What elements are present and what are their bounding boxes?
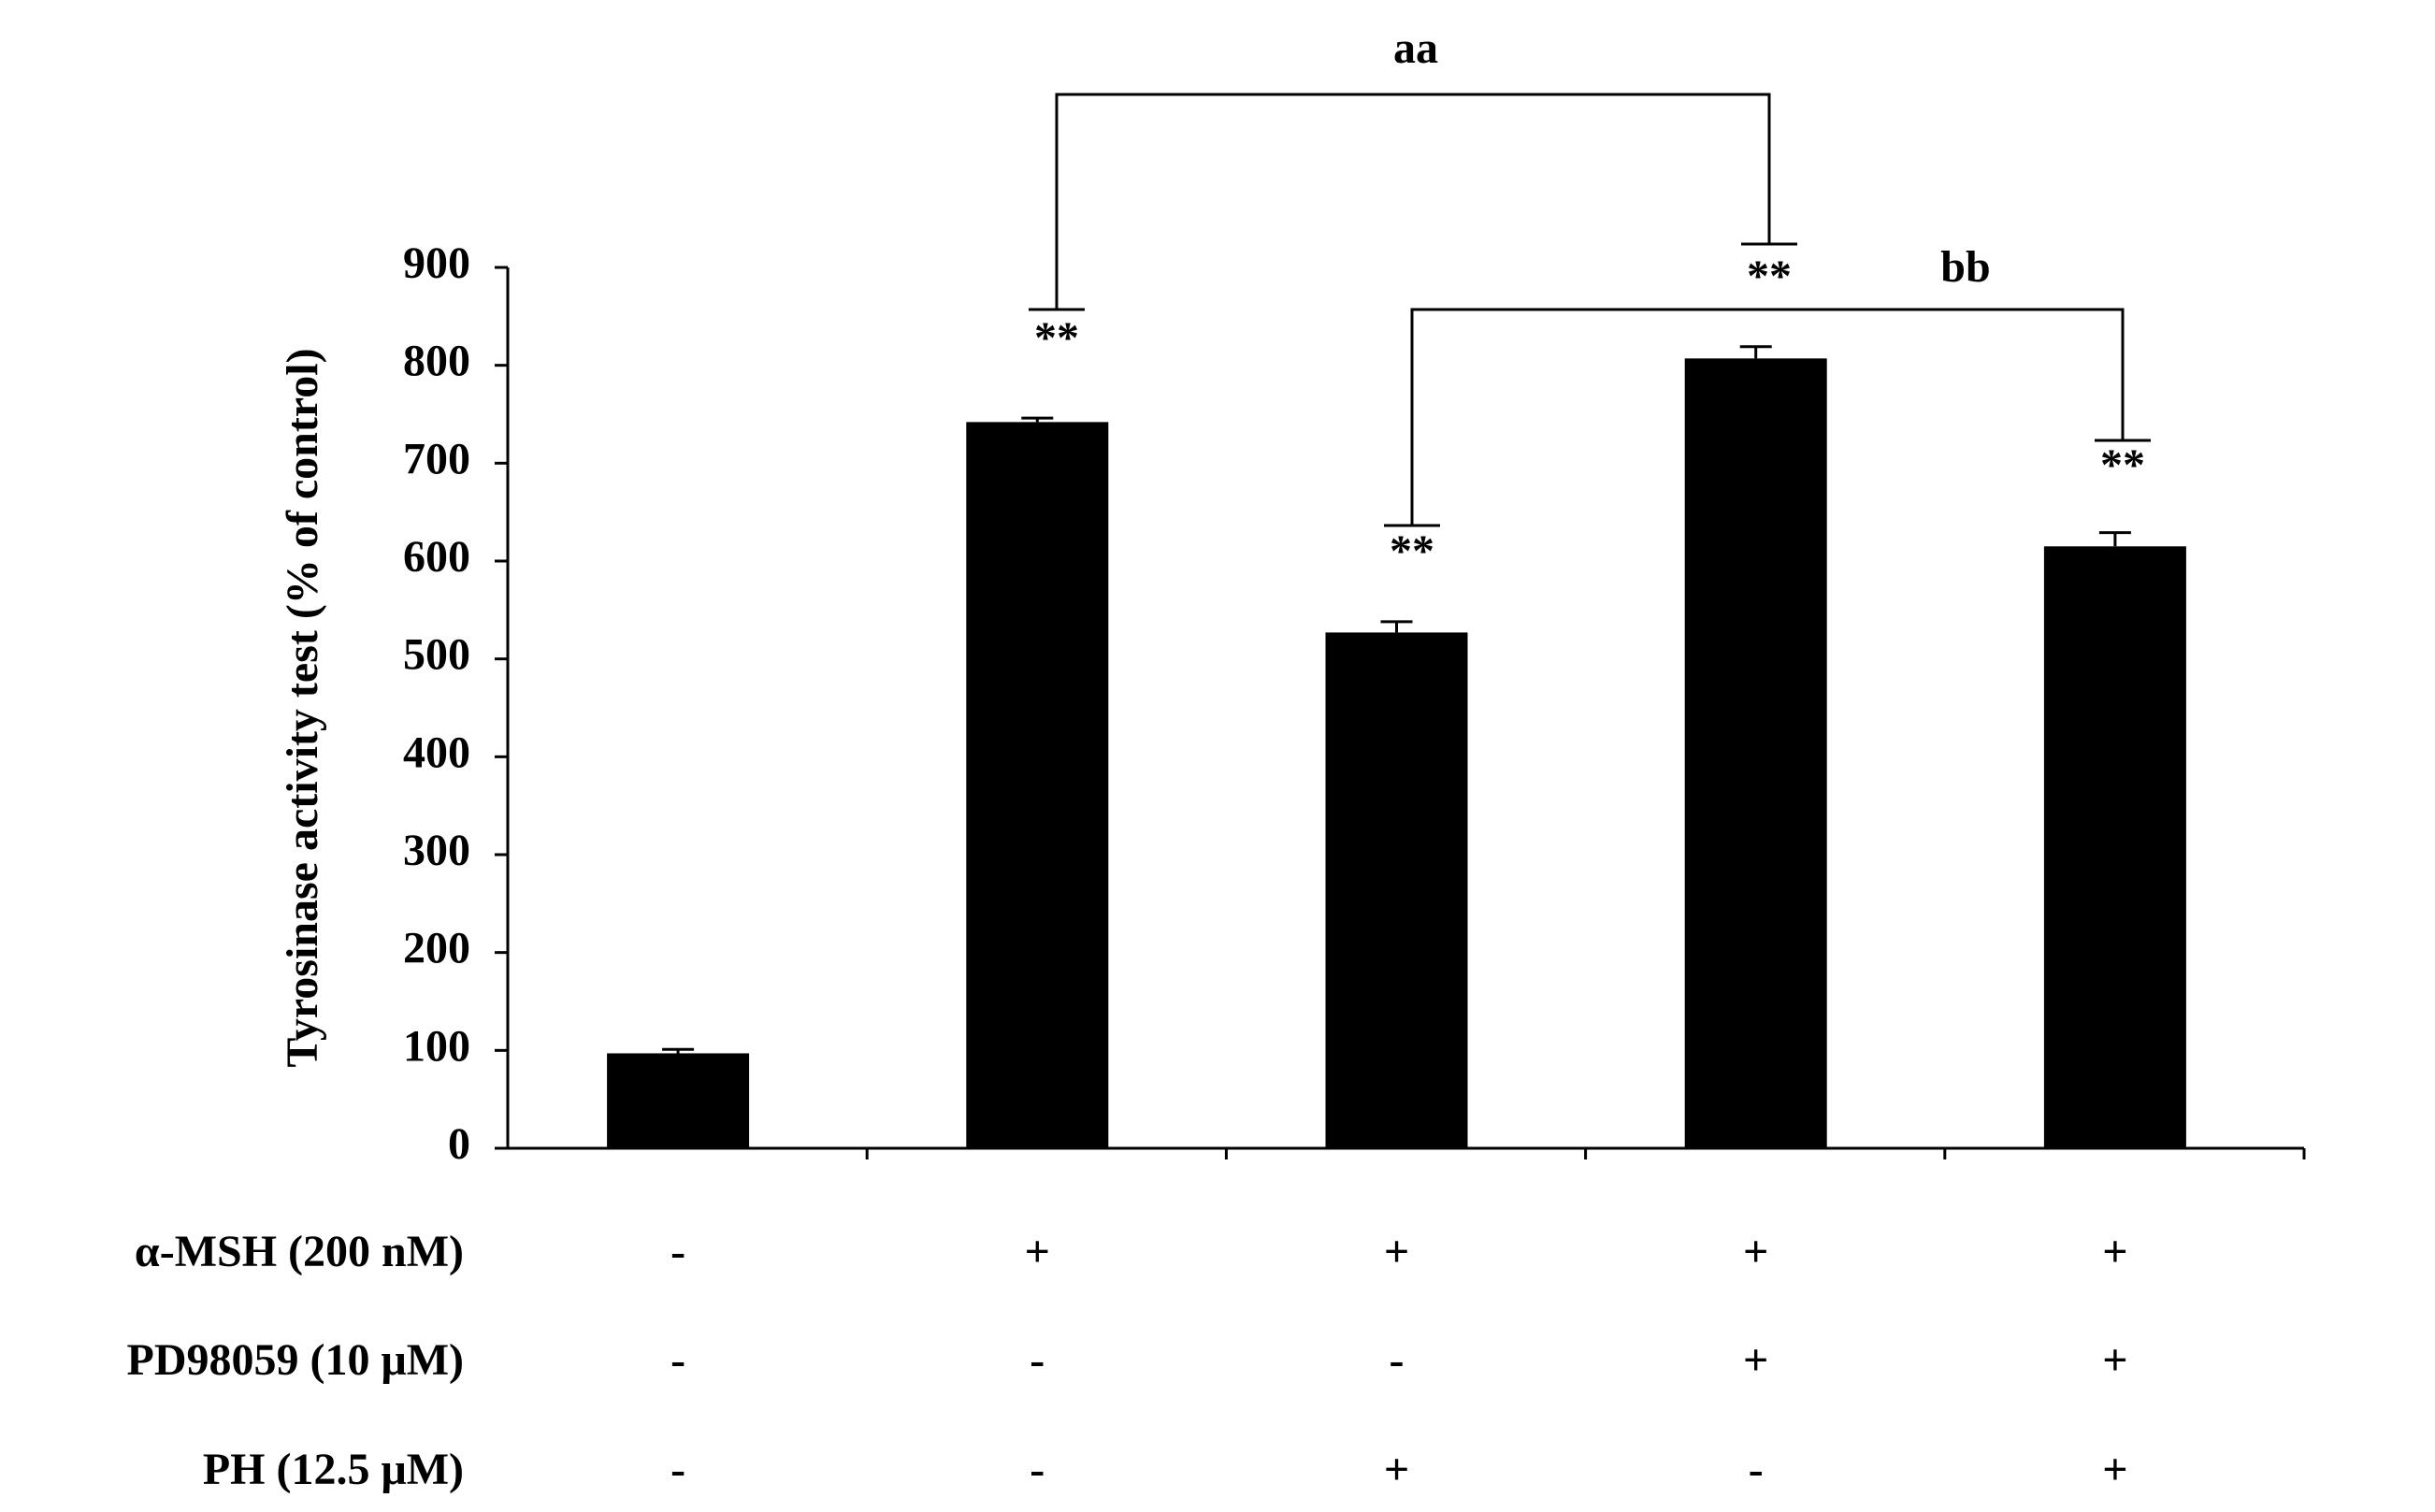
- condition-sign: +: [1025, 1227, 1050, 1276]
- condition-sign: +: [2102, 1445, 2127, 1494]
- y-tick-label: 100: [403, 1021, 470, 1071]
- condition-sign: +: [1743, 1227, 1768, 1276]
- error-bar: [1380, 620, 1413, 633]
- significance-mark: **: [1390, 526, 1434, 576]
- y-tick-label: 700: [403, 434, 470, 483]
- condition-sign: -: [1749, 1445, 1764, 1494]
- y-tick-label: 500: [403, 630, 470, 680]
- condition-sign: +: [1384, 1445, 1409, 1494]
- significance-mark: **: [1747, 252, 1792, 301]
- y-tick-label: 0: [448, 1119, 470, 1169]
- bar: [966, 422, 1109, 1149]
- y-tick-label: 600: [403, 532, 470, 582]
- bracket-label: aa: [1393, 23, 1438, 73]
- significance-mark: **: [2100, 440, 2145, 490]
- condition-sign: -: [670, 1445, 685, 1494]
- y-tick-label: 200: [403, 924, 470, 973]
- condition-sign: +: [2102, 1227, 2127, 1276]
- y-tick-label: 400: [403, 727, 470, 777]
- significance-mark: **: [1034, 313, 1079, 363]
- condition-sign: -: [1390, 1335, 1405, 1385]
- bracket-label: bb: [1940, 242, 1990, 292]
- condition-sign: +: [1384, 1227, 1409, 1276]
- y-tick-label: 800: [403, 337, 470, 386]
- y-axis-label: Tyrosinase activity test (% of control): [278, 348, 327, 1067]
- condition-sign: +: [2102, 1335, 2127, 1385]
- error-bar: [2098, 531, 2131, 547]
- bar: [607, 1053, 750, 1148]
- condition-sign: -: [670, 1335, 685, 1385]
- condition-label: PD98059 (10 μM): [127, 1335, 464, 1385]
- condition-sign: -: [1030, 1335, 1045, 1385]
- error-bar: [1021, 416, 1054, 423]
- condition-label: α-MSH (200 nM): [135, 1227, 464, 1276]
- bar: [1684, 358, 1827, 1149]
- condition-sign: -: [1030, 1445, 1045, 1494]
- error-bar: [1739, 345, 1772, 359]
- bar: [2043, 546, 2186, 1148]
- condition-label: PH (12.5 μM): [203, 1445, 464, 1494]
- y-tick-label: 300: [403, 826, 470, 875]
- bracket: [1055, 93, 1771, 310]
- error-bar: [662, 1047, 695, 1054]
- condition-sign: +: [1743, 1335, 1768, 1385]
- bar: [1325, 632, 1468, 1148]
- bracket: [1410, 308, 2125, 526]
- y-tick-label: 900: [403, 238, 470, 288]
- condition-sign: -: [670, 1227, 685, 1276]
